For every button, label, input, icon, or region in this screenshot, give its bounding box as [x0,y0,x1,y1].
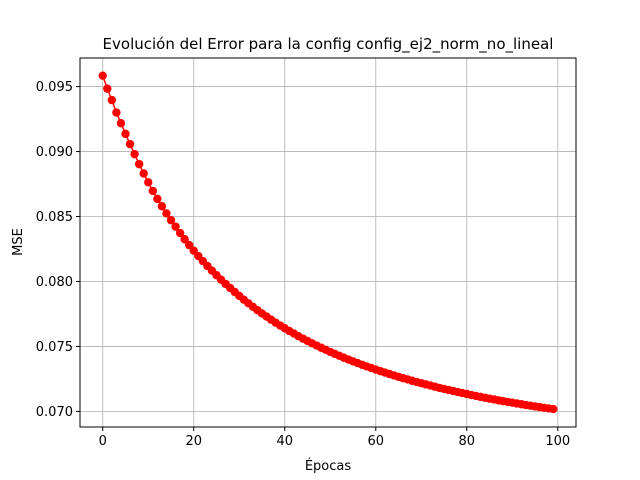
data-point [139,169,148,178]
data-point [116,119,126,128]
data-point [103,84,112,93]
chart-title: Evolución del Error para la config confi… [103,35,554,54]
data-point [180,235,189,244]
grid [80,58,576,427]
y-tick-label: 0.080 [36,275,73,290]
x-axis-title: Épocas [305,458,352,474]
y-axis-title: MSE [11,228,26,256]
y-tick-label: 0.070 [36,405,73,420]
data-point [162,209,171,218]
data-point [166,215,176,225]
x-tick-label: 80 [459,434,476,449]
data-point [157,202,167,211]
data-point [171,222,180,231]
data-point [144,178,153,187]
data-point [185,240,194,250]
data-point [549,404,558,414]
y-tick-label: 0.095 [36,80,73,95]
data-point [148,186,158,196]
data-point [134,159,144,169]
y-axis-ticks: 0.070 0.075 0.080 0.085 0.090 0.095 [36,80,80,420]
x-tick-label: 100 [545,434,570,449]
series-mse [98,71,558,414]
data-point [112,108,121,117]
y-tick-label: 0.075 [36,340,73,355]
data-point [153,194,162,204]
x-tick-label: 0 [99,434,107,449]
data-point [125,139,135,149]
x-tick-label: 60 [368,434,385,449]
data-point [121,129,130,139]
data-point [98,71,107,80]
y-tick-label: 0.090 [36,145,73,160]
y-tick-label: 0.085 [36,210,73,225]
data-point [130,149,139,159]
data-point [107,95,117,105]
x-tick-label: 20 [185,434,202,449]
plot-frame [79,57,577,428]
data-point [175,228,185,238]
x-axis-ticks: 0 20 40 60 80 100 [99,427,570,449]
x-tick-label: 40 [276,434,293,449]
